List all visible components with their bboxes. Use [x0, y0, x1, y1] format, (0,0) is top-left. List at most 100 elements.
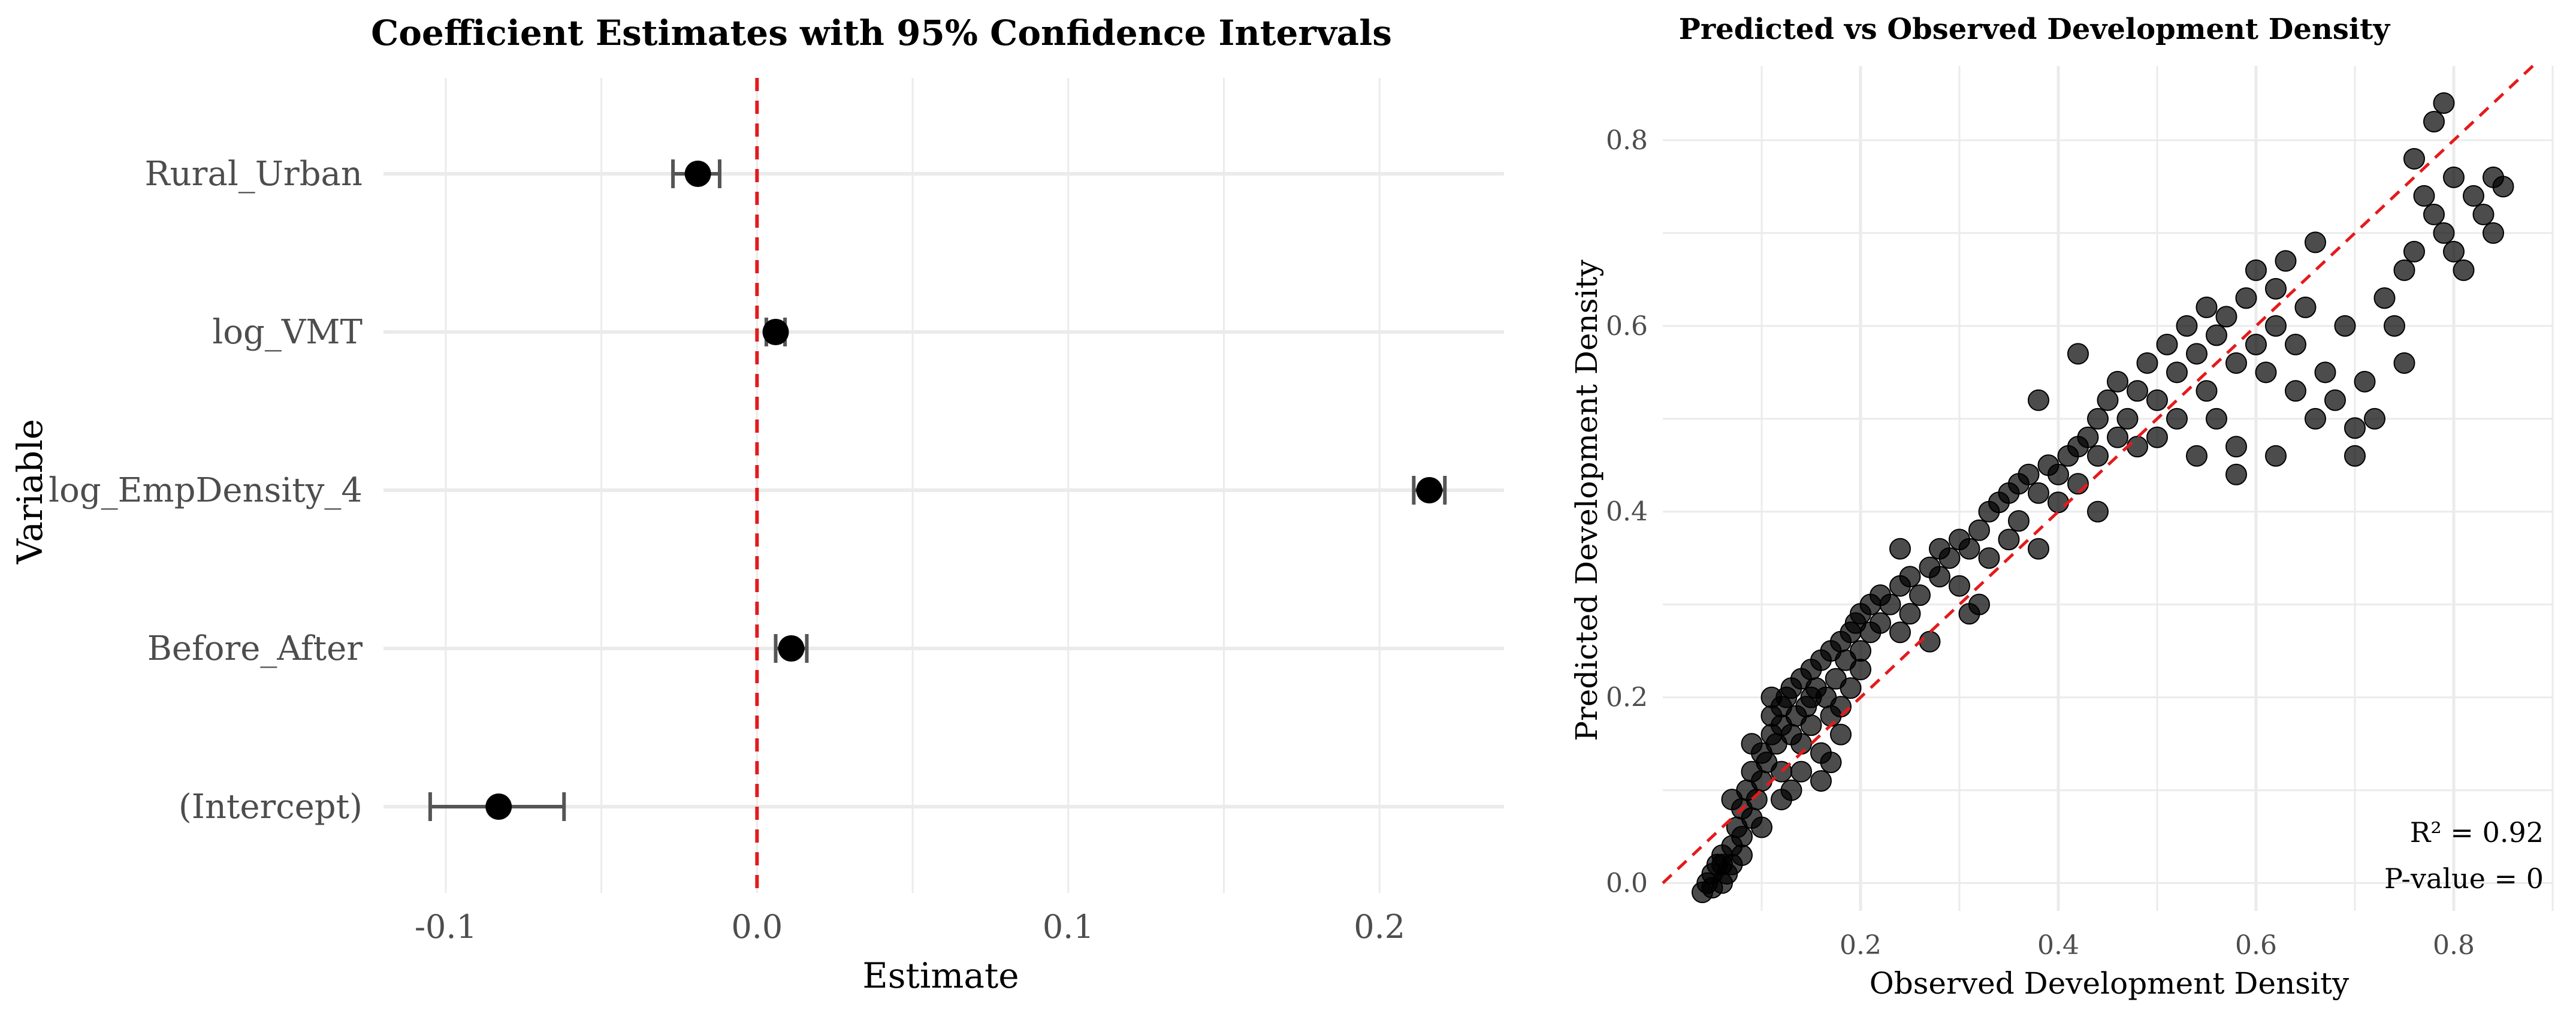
scatter-point [2265, 315, 2287, 337]
x-tick-label: 0.2 [1354, 908, 1405, 946]
scatter-point [2443, 166, 2465, 188]
scatter-point [1899, 603, 1921, 625]
scatter-point [2453, 259, 2475, 281]
scatter-y-tick-label: 0.2 [1606, 683, 1648, 713]
y-tick-label-log_EmpDensity_4: log_EmpDensity_4 [49, 471, 363, 510]
scatter-point [2235, 287, 2257, 309]
scatter-point [1919, 630, 1941, 653]
scatter-point [2087, 445, 2109, 467]
scatter-point [2166, 408, 2188, 430]
scatter-point [2097, 389, 2119, 411]
scatter-point [2265, 445, 2287, 467]
coefficient-plot-x-axis-title: Estimate [862, 955, 1019, 996]
scatter-point [2186, 445, 2207, 467]
scatter-point [2028, 389, 2049, 411]
scatter-point [1711, 853, 1733, 876]
estimate-point-Before_After [778, 635, 805, 662]
scatter-y-tick-label: 0.0 [1606, 868, 1648, 899]
scatter-point [1800, 686, 1822, 708]
scatter-point [2008, 510, 2030, 532]
scatter-point [1958, 603, 1980, 625]
scatter-point [1800, 714, 1822, 737]
estimate-point-(Intercept) [485, 793, 512, 820]
r-squared-annotation: R² = 0.92 [2410, 816, 2544, 849]
x-tick-label: 0.0 [731, 908, 783, 946]
estimate-point-Rural_Urban [684, 161, 711, 187]
scatter-point [2146, 389, 2168, 411]
scatter-plot-points [1692, 92, 2514, 904]
scatter-plot-grid [1663, 66, 2554, 911]
scatter-point [2245, 259, 2267, 281]
scatter-point [2067, 473, 2089, 495]
scatter-point [2028, 538, 2049, 560]
scatter-point [1958, 538, 1980, 560]
scatter-x-tick-label: 0.4 [2037, 930, 2079, 961]
scatter-point [2225, 352, 2247, 374]
scatter-point [2136, 352, 2158, 374]
p-value-annotation: P-value = 0 [2384, 862, 2544, 895]
scatter-y-tick-label: 0.6 [1606, 311, 1648, 342]
scatter-y-tick-label: 0.4 [1606, 497, 1648, 527]
scatter-point [2393, 259, 2415, 281]
scatter-point [2067, 343, 2089, 365]
scatter-point [2433, 92, 2455, 114]
scatter-point [1998, 529, 2020, 551]
scatter-point [2423, 110, 2445, 132]
coefficient-plot-title: Coefficient Estimates with 95% Confidenc… [371, 13, 1392, 53]
scatter-point [1741, 733, 1763, 755]
scatter-point [1978, 547, 2000, 569]
scatter-point [2028, 482, 2049, 504]
x-tick-label: 0.1 [1043, 908, 1094, 946]
scatter-point [2265, 277, 2287, 300]
scatter-point [1929, 566, 1950, 588]
scatter-point [2127, 380, 2148, 402]
scatter-point [2176, 315, 2198, 337]
scatter-point [2294, 296, 2317, 318]
scatter-point [2413, 185, 2435, 207]
scatter-point [2354, 370, 2376, 393]
scatter-point [1760, 686, 1783, 708]
scatter-point [2196, 380, 2218, 402]
scatter-point [2423, 203, 2445, 225]
scatter-point [1879, 593, 1901, 615]
scatter-point [1830, 723, 1852, 746]
scatter-plot-panel: Predicted vs Observed Development Densit… [1569, 13, 2554, 1001]
scatter-point [2373, 287, 2396, 309]
scatter-point [2344, 445, 2366, 467]
scatter-point [1889, 538, 1911, 560]
scatter-point [2364, 408, 2385, 430]
scatter-point [2127, 436, 2148, 458]
scatter-point [2047, 491, 2069, 514]
scatter-plot-reference-line [1662, 65, 2534, 885]
scatter-plot-y-tick-labels: 0.0 0.2 0.4 0.6 0.8 [1606, 125, 1648, 899]
scatter-point [2107, 370, 2128, 393]
scatter-point [1870, 612, 1891, 634]
scatter-point [2463, 185, 2484, 207]
scatter-point [2215, 306, 2237, 328]
scatter-plot-x-tick-labels: 0.2 0.4 0.6 0.8 [1840, 930, 2475, 961]
scatter-point [1721, 789, 1743, 811]
scatter-point [1850, 640, 1871, 662]
scatter-point [2087, 500, 2109, 523]
scatter-point [2492, 176, 2514, 198]
scatter-point [2324, 389, 2346, 411]
scatter-point [2077, 426, 2099, 448]
scatter-point [2443, 240, 2465, 262]
scatter-plot-x-axis-title: Observed Development Density [1870, 966, 2349, 1001]
scatter-point [1731, 826, 1753, 848]
scatter-point [2186, 343, 2207, 365]
scatter-x-tick-label: 0.2 [1840, 930, 1882, 961]
scatter-point [2483, 222, 2504, 244]
scatter-point [1968, 519, 1990, 541]
scatter-x-tick-label: 0.8 [2433, 930, 2475, 961]
scatter-point [1780, 779, 1802, 801]
x-tick-label: -0.1 [415, 908, 477, 946]
y-tick-label-log_VMT: log_VMT [212, 313, 363, 352]
y-tick-label-Before_After: Before_After [147, 629, 363, 668]
scatter-point [2305, 408, 2326, 430]
scatter-point [2107, 426, 2128, 448]
scatter-point [2018, 463, 2040, 485]
scatter-point [2087, 408, 2109, 430]
coefficient-plot-y-axis-title: Variable [10, 419, 50, 565]
